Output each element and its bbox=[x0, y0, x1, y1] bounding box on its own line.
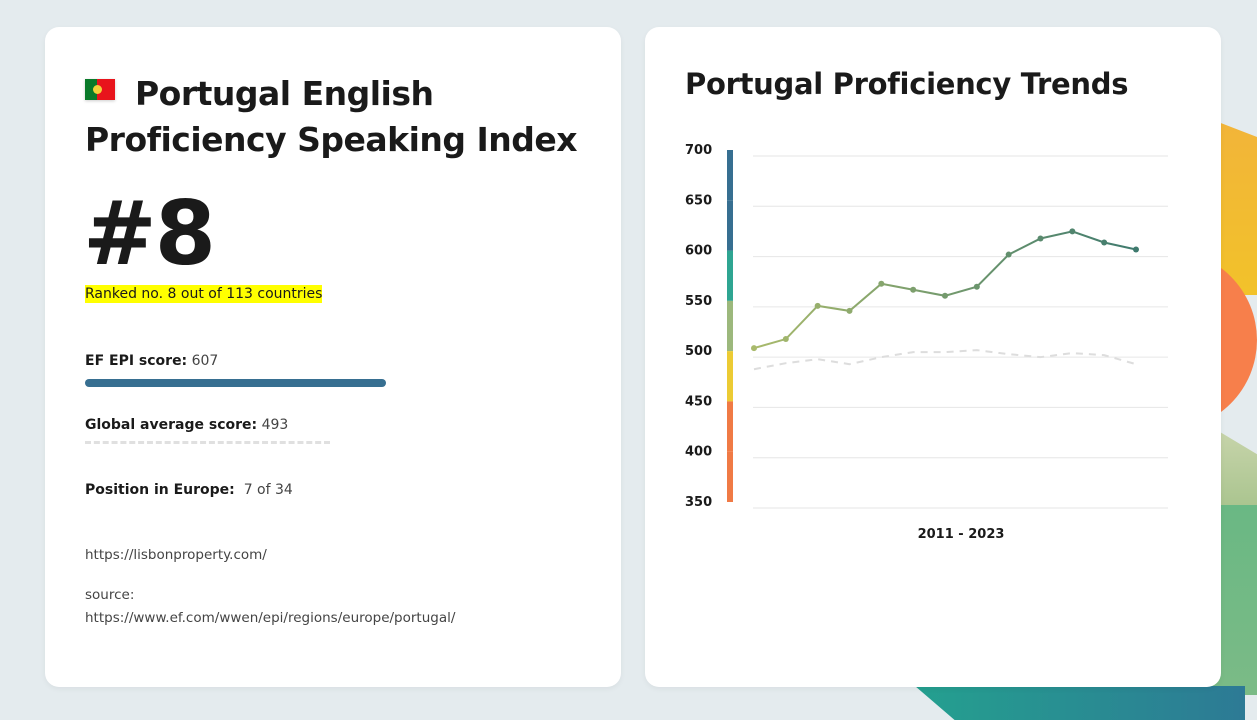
epi-value: 607 bbox=[191, 353, 219, 369]
data-point bbox=[846, 307, 853, 314]
proficiency-band bbox=[727, 351, 733, 402]
y-tick-label: 450 bbox=[685, 394, 712, 409]
y-tick-label: 400 bbox=[685, 445, 712, 460]
y-tick-label: 500 bbox=[685, 344, 712, 359]
proficiency-band bbox=[727, 250, 733, 301]
proficiency-band bbox=[727, 451, 733, 502]
global-average-line bbox=[753, 349, 1137, 371]
y-tick-label: 550 bbox=[685, 294, 712, 309]
rank-number: #8 bbox=[83, 182, 216, 285]
epi-score-bar bbox=[85, 379, 386, 387]
data-point bbox=[1101, 239, 1108, 246]
data-point bbox=[814, 302, 821, 309]
portugal-flag-icon bbox=[85, 79, 115, 100]
source-label: source: bbox=[85, 587, 135, 603]
title-text: Portugal English Proficiency Speaking In… bbox=[85, 74, 578, 159]
trend-chart: 2011 - 2023 700 650 600 550 500 450 400 350 bbox=[685, 143, 1168, 542]
y-tick-label: 350 bbox=[685, 495, 712, 510]
epi-score: EF EPI score: 607 bbox=[85, 353, 218, 369]
ranked-text: Ranked no. 8 out of 113 countries bbox=[85, 285, 323, 303]
global-value: 493 bbox=[261, 417, 289, 433]
europe-label: Position in Europe: bbox=[85, 482, 235, 498]
chart-title: Portugal Proficiency Trends bbox=[685, 67, 1129, 101]
decor-teal-shape bbox=[915, 686, 1245, 720]
data-point bbox=[1133, 246, 1139, 253]
site-link[interactable]: https://lisbonproperty.com/ bbox=[85, 547, 267, 563]
trends-card: Portugal Proficiency Trends 2011 - 2023 … bbox=[645, 27, 1221, 687]
page-title: Portugal English Proficiency Speaking In… bbox=[85, 71, 585, 163]
proficiency-band bbox=[727, 300, 733, 352]
data-point bbox=[1037, 235, 1044, 242]
data-point bbox=[910, 286, 917, 293]
source-link[interactable]: https://www.ef.com/wwen/epi/regions/euro… bbox=[85, 610, 456, 626]
data-point bbox=[942, 292, 948, 299]
proficiency-band bbox=[727, 401, 733, 452]
epi-label: EF EPI score: bbox=[85, 353, 188, 369]
y-tick-label: 600 bbox=[685, 244, 712, 259]
data-point bbox=[973, 283, 980, 290]
data-point bbox=[751, 345, 757, 352]
y-tick-label: 700 bbox=[685, 143, 712, 158]
europe-position: Position in Europe: 7 of 34 bbox=[85, 482, 293, 498]
data-point bbox=[1069, 228, 1076, 235]
data-point bbox=[782, 336, 789, 343]
data-point bbox=[878, 280, 885, 287]
data-point bbox=[1005, 251, 1012, 258]
proficiency-band bbox=[727, 200, 733, 251]
europe-value: 7 of 34 bbox=[243, 482, 293, 498]
proficiency-band bbox=[727, 150, 733, 201]
y-tick-label: 650 bbox=[685, 193, 712, 208]
global-average: Global average score: 493 bbox=[85, 417, 288, 433]
global-average-dashed-line bbox=[85, 441, 330, 444]
global-label: Global average score: bbox=[85, 417, 258, 433]
portugal-score-line bbox=[753, 230, 1137, 350]
summary-card: Portugal English Proficiency Speaking In… bbox=[45, 27, 621, 687]
x-axis-label: 2011 - 2023 bbox=[918, 527, 1005, 542]
